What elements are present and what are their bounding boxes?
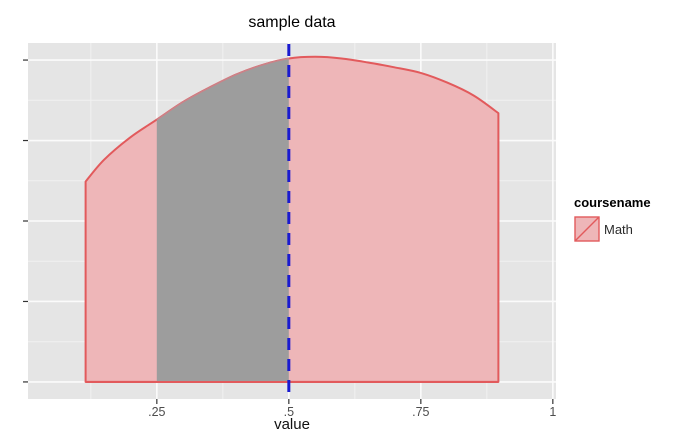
x-tick-label: .25 (148, 405, 165, 419)
x-tick-label: .75 (412, 405, 429, 419)
shaded-region-top-line (156, 57, 289, 121)
legend: coursename Math (574, 195, 651, 242)
shaded-region (156, 58, 289, 382)
x-tick-label: .5 (284, 405, 294, 419)
legend-key-swatch (574, 216, 600, 242)
legend-key-diagonal-line-icon (574, 216, 600, 242)
x-axis-title: value (274, 416, 310, 433)
legend-entry-label: Math (604, 221, 633, 237)
x-tick-label: 1 (549, 405, 556, 419)
legend-title: coursename (574, 195, 651, 210)
legend-entry-math: Math (574, 216, 651, 242)
chart-title: sample data (248, 14, 336, 31)
